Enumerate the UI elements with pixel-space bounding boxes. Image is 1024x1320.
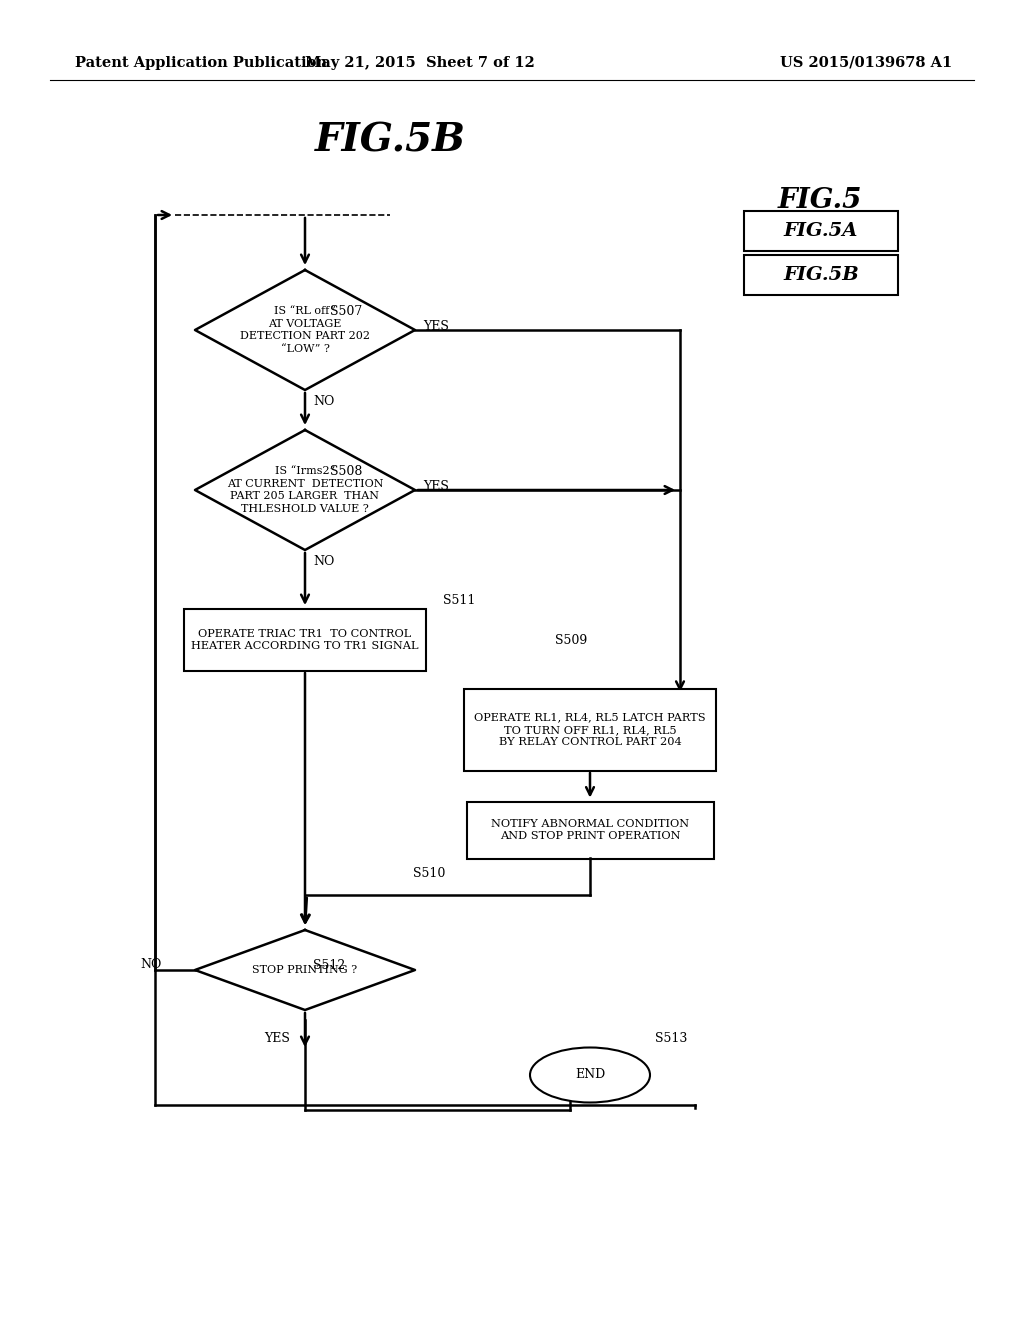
Text: IS “Irms2”
AT CURRENT  DETECTION
PART 205 LARGER  THAN
THLESHOLD VALUE ?: IS “Irms2” AT CURRENT DETECTION PART 205…	[226, 466, 383, 513]
FancyBboxPatch shape	[467, 801, 714, 858]
Text: NO: NO	[313, 395, 335, 408]
Text: OPERATE TRIAC TR1  TO CONTROL
HEATER ACCORDING TO TR1 SIGNAL: OPERATE TRIAC TR1 TO CONTROL HEATER ACCO…	[191, 628, 419, 651]
Text: FIG.5B: FIG.5B	[314, 121, 466, 158]
Polygon shape	[195, 931, 415, 1010]
Text: S509: S509	[555, 634, 587, 647]
Text: S511: S511	[443, 594, 475, 607]
Text: NOTIFY ABNORMAL CONDITION
AND STOP PRINT OPERATION: NOTIFY ABNORMAL CONDITION AND STOP PRINT…	[490, 818, 689, 841]
Text: S510: S510	[413, 867, 444, 880]
Polygon shape	[195, 430, 415, 550]
Text: YES: YES	[423, 480, 449, 494]
Text: IS “RL off”
AT VOLTAGE
DETECTION PART 202
“LOW” ?: IS “RL off” AT VOLTAGE DETECTION PART 20…	[240, 306, 370, 354]
Text: YES: YES	[264, 1032, 290, 1045]
Text: NO: NO	[140, 958, 162, 972]
Polygon shape	[195, 271, 415, 389]
FancyBboxPatch shape	[744, 211, 898, 251]
Text: YES: YES	[423, 321, 449, 334]
FancyBboxPatch shape	[744, 255, 898, 294]
Text: S508: S508	[330, 465, 362, 478]
Text: S507: S507	[330, 305, 362, 318]
Text: END: END	[574, 1068, 605, 1081]
Text: NO: NO	[313, 554, 335, 568]
Text: S512: S512	[313, 960, 345, 972]
Text: FIG.5: FIG.5	[778, 186, 862, 214]
Text: Patent Application Publication: Patent Application Publication	[75, 55, 327, 70]
FancyBboxPatch shape	[184, 609, 426, 671]
Text: FIG.5B: FIG.5B	[783, 267, 859, 284]
Text: S513: S513	[655, 1032, 687, 1045]
Text: FIG.5A: FIG.5A	[783, 222, 858, 240]
Text: OPERATE RL1, RL4, RL5 LATCH PARTS
TO TURN OFF RL1, RL4, RL5
BY RELAY CONTROL PAR: OPERATE RL1, RL4, RL5 LATCH PARTS TO TUR…	[474, 713, 706, 747]
FancyBboxPatch shape	[464, 689, 716, 771]
Text: US 2015/0139678 A1: US 2015/0139678 A1	[780, 55, 952, 70]
Text: May 21, 2015  Sheet 7 of 12: May 21, 2015 Sheet 7 of 12	[305, 55, 535, 70]
Text: STOP PRINTING ?: STOP PRINTING ?	[253, 965, 357, 975]
Ellipse shape	[530, 1048, 650, 1102]
